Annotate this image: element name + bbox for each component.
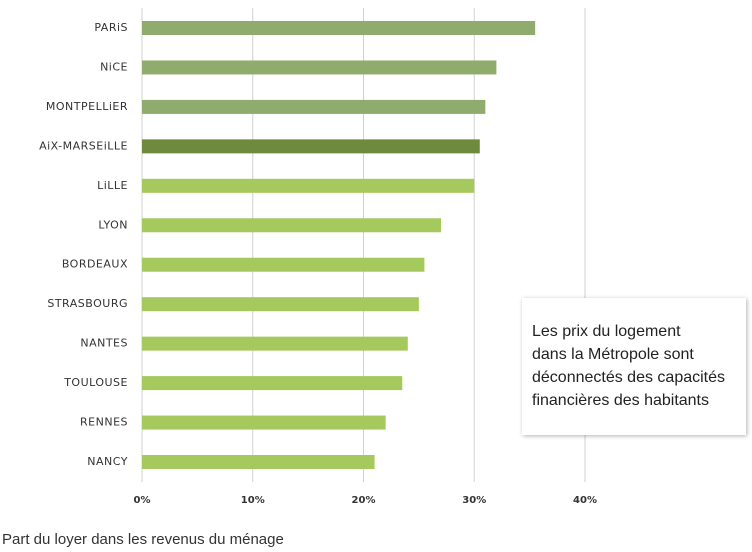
annotation-text: Les prix du logement bbox=[532, 323, 681, 340]
bar bbox=[142, 139, 480, 154]
bar bbox=[142, 257, 425, 272]
y-tick-label: AiX-MARSEiLLE bbox=[39, 139, 128, 152]
y-tick-label: NANCY bbox=[87, 455, 128, 468]
annotation-text: déconnectés des capacités bbox=[532, 369, 725, 386]
bar bbox=[142, 218, 442, 233]
y-tick-label: LiLLE bbox=[97, 179, 128, 192]
annotation-text: dans la Métropole sont bbox=[532, 346, 694, 363]
x-tick-label: 20% bbox=[352, 495, 376, 506]
bar bbox=[142, 178, 475, 193]
y-tick-label: LYON bbox=[98, 218, 128, 231]
x-tick-label: 10% bbox=[241, 495, 265, 506]
bar bbox=[142, 376, 403, 391]
y-tick-label: RENNES bbox=[80, 416, 128, 429]
x-tick-label: 30% bbox=[462, 495, 486, 506]
y-tick-label: MONTPELLiER bbox=[46, 100, 128, 113]
x-tick-label: 40% bbox=[573, 495, 597, 506]
bar bbox=[142, 415, 386, 430]
y-tick-label: NANTES bbox=[80, 337, 128, 350]
y-tick-label: STRASBOURG bbox=[47, 297, 128, 310]
y-tick-label: NiCE bbox=[100, 60, 128, 73]
bar bbox=[142, 336, 408, 351]
axis-title: Part du loyer dans les revenus du ménage bbox=[2, 531, 284, 548]
bar bbox=[142, 21, 536, 35]
bar bbox=[142, 297, 419, 312]
x-tick-label: 0% bbox=[134, 495, 151, 506]
bar bbox=[142, 60, 497, 75]
bar bbox=[142, 455, 375, 469]
bar bbox=[142, 99, 486, 114]
y-tick-label: PARiS bbox=[94, 21, 128, 34]
annotation-text: financières des habitants bbox=[532, 392, 709, 409]
annotation-box bbox=[522, 298, 746, 435]
y-tick-label: TOULOUSE bbox=[63, 376, 128, 389]
y-tick-label: BORDEAUX bbox=[62, 258, 128, 271]
